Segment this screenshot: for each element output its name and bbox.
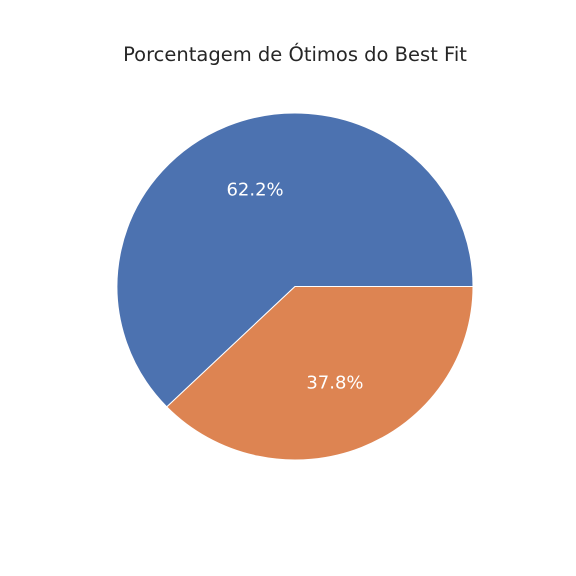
pie-slice-1 <box>116 112 474 408</box>
pie-slice-2 <box>166 286 474 461</box>
chart-title: Porcentagem de Ótimos do Best Fit <box>123 43 467 66</box>
slice-label-1: 62.2% <box>226 179 283 200</box>
slice-label-2: 37.8% <box>306 373 363 394</box>
